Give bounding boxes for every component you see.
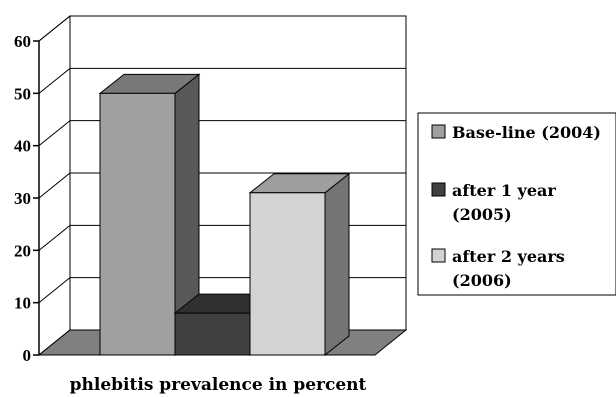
y-tick-label: 50: [14, 84, 31, 103]
legend-box: [417, 112, 616, 296]
legend-swatch: [431, 182, 446, 197]
bar: [248, 172, 351, 357]
bar-front: [249, 192, 326, 356]
bar-side: [324, 172, 350, 357]
bars: [98, 73, 351, 357]
legend-label: Base-line (2004): [452, 123, 601, 142]
legend-swatch: [431, 124, 446, 139]
y-tick-label: 60: [14, 32, 31, 51]
legend-label: after 1 year: [452, 181, 556, 200]
gridline: [38, 120, 406, 147]
legend-label: after 2 years: [452, 247, 565, 266]
bar-front: [99, 92, 176, 356]
gridline: [38, 15, 406, 42]
bar: [98, 73, 201, 357]
y-axis: 0 10 20 30 40 50 60: [14, 32, 40, 365]
y-tick-label: 10: [14, 294, 31, 313]
y-tick-label: 0: [23, 346, 32, 365]
y-tick-label: 30: [14, 189, 31, 208]
bar-front: [174, 312, 251, 356]
legend-label: (2005): [452, 205, 512, 224]
legend: Base-line (2004) after 1 year (2005) after …: [417, 112, 616, 296]
gridline: [38, 67, 406, 94]
x-axis-label: phlebitis prevalence in percent: [70, 375, 367, 395]
y-tick-label: 40: [14, 137, 31, 156]
legend-label: (2006): [452, 271, 512, 290]
gridline: [38, 172, 406, 199]
y-tick-label: 20: [14, 241, 31, 260]
legend-swatch: [431, 248, 446, 263]
